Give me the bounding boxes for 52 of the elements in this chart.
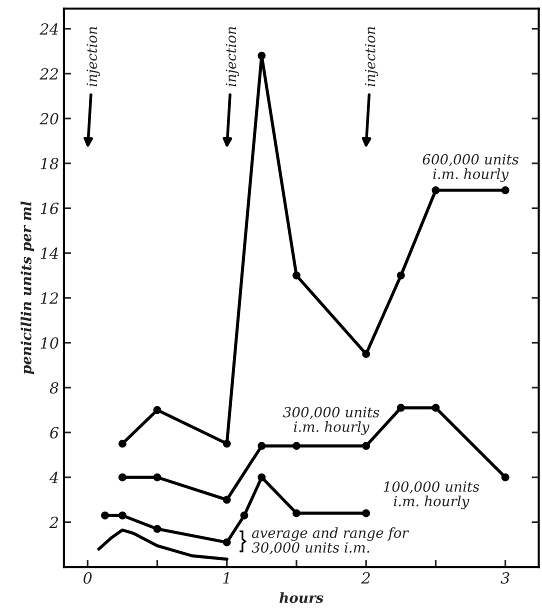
y-tick-label: 10 <box>40 337 58 349</box>
point <box>222 496 231 504</box>
y-axis-title: penicillin units per ml <box>20 201 34 374</box>
annotation: injection <box>226 27 240 86</box>
point <box>118 440 126 448</box>
y-tick-label: 22 <box>40 68 58 80</box>
point <box>153 524 162 533</box>
y-tick-label: 6 <box>50 426 59 438</box>
y-tick-label: 8 <box>50 382 58 394</box>
annotation: 100,000 units i.m. hourly <box>384 481 480 510</box>
point <box>153 406 162 414</box>
point <box>118 473 126 482</box>
x-tick-label: 2 <box>361 572 370 584</box>
y-tick-label: 16 <box>40 202 59 214</box>
point <box>258 473 266 482</box>
point <box>396 271 405 280</box>
point <box>118 511 126 520</box>
annotation: injection <box>364 27 378 86</box>
x-axis-title: hours <box>280 592 324 603</box>
annotation: injection <box>86 27 100 86</box>
x-tick-label: 3 <box>500 572 510 584</box>
point <box>292 442 300 450</box>
point <box>222 440 231 448</box>
y-tick-label: 18 <box>40 158 58 170</box>
point <box>501 473 510 482</box>
y-tick-label: 14 <box>40 248 58 259</box>
point <box>362 350 370 358</box>
y-tick-label: 24 <box>40 23 58 35</box>
line-series <box>97 528 228 561</box>
point <box>432 186 440 194</box>
point <box>362 509 370 518</box>
point <box>222 538 231 546</box>
y-tick-label: 4 <box>49 472 58 484</box>
point <box>153 473 162 482</box>
point <box>240 511 248 520</box>
y-tick-label: 2 <box>49 516 58 528</box>
point <box>292 271 300 280</box>
annotation: 300,000 units i.m. hourly <box>283 406 380 435</box>
point <box>362 442 370 450</box>
point <box>101 511 110 520</box>
point <box>258 442 266 450</box>
y-tick-label: 12 <box>40 292 58 304</box>
x-tick-label: 0 <box>84 572 92 584</box>
point <box>258 52 266 60</box>
y-tick-label: 20 <box>40 112 58 125</box>
annotation: average and range for 30,000 units i.m. <box>252 527 410 554</box>
annotation: 600,000 units i.m. hourly <box>422 154 518 182</box>
point <box>501 186 510 194</box>
point <box>396 404 405 412</box>
x-tick-label: 1 <box>223 572 229 584</box>
point <box>292 509 300 518</box>
point <box>432 404 440 412</box>
